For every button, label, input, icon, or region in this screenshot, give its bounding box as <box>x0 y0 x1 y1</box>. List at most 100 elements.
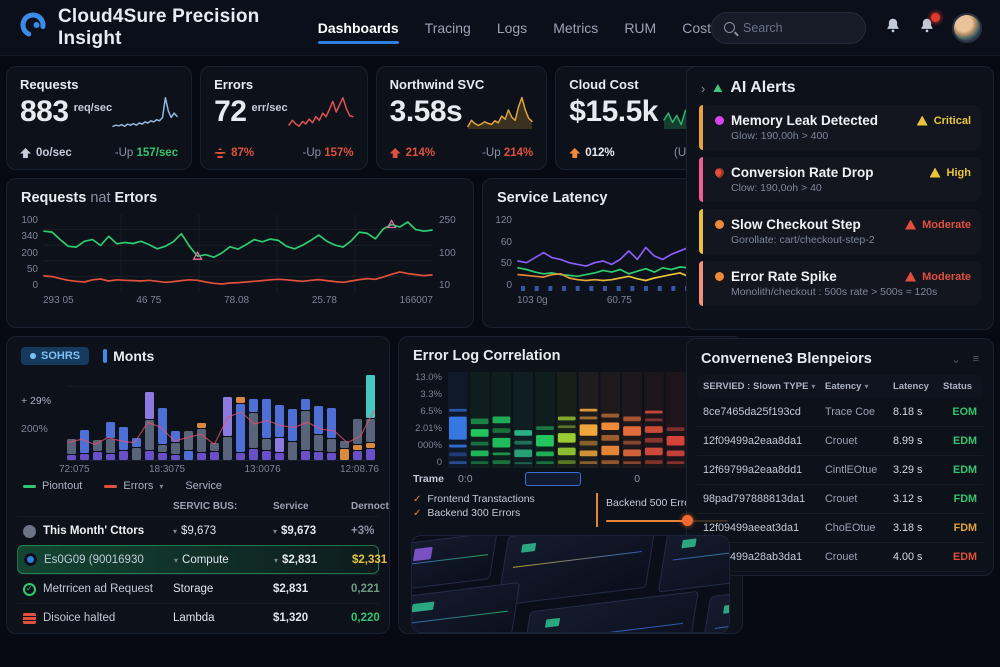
alert-subtitle: Gorollate: cart/checkout-step-2 <box>731 234 875 246</box>
column-header[interactable]: Dernoct <box>351 501 389 512</box>
trace-preview-image <box>411 535 730 633</box>
nav-item[interactable]: Metrics <box>553 19 599 36</box>
table-row[interactable]: This Month' Cttors ▾ $9,673 ▾ $9,673 +3% <box>17 516 379 545</box>
spark-northwind <box>467 96 533 129</box>
kpi-title: Cloud Cost <box>569 77 639 92</box>
kpi-up-value: 214% <box>503 147 534 159</box>
app-logo[interactable] <box>18 10 48 45</box>
alert-title: Memory Leak Detected <box>731 113 879 128</box>
legend-item[interactable]: Service ▾ <box>185 480 222 492</box>
stacked-bar <box>106 421 115 460</box>
chevron-down-icon: ▾ <box>159 481 164 491</box>
table-row[interactable]: 12f09499a2eaa8da1 Crouet 8.99 s EDM <box>697 427 983 456</box>
row-amount-cell: ▾$2,831 <box>273 583 309 595</box>
legend-item[interactable]: Errors ▾ <box>104 480 163 492</box>
logo-icon <box>20 12 46 38</box>
alert-dot-icon <box>715 220 724 229</box>
sohrs-filter-chip[interactable]: SOHRS <box>21 347 90 365</box>
row-delta-cell: +3% <box>351 525 375 537</box>
stacked-bar <box>184 430 193 460</box>
alert-item[interactable]: Conversion Rate Drop High Clow: 190,0oh … <box>699 157 981 202</box>
y-tick: 0 <box>32 280 38 291</box>
kpi-row: Requests 883 req/sec 0o/sec -Up 15 <box>6 66 743 170</box>
panel-title: Service Latency <box>497 190 608 206</box>
dashboard-main: Requests 883 req/sec 0o/sec -Up 15 <box>0 56 1000 644</box>
column-header[interactable]: Eatency ▾ <box>825 381 869 392</box>
table-row[interactable]: 8ce7465da25f193cd Trace Coe 8.18 s EOM <box>697 398 983 427</box>
warning-triangle-icon <box>916 115 928 126</box>
trace-type-cell: Crouet <box>825 493 858 505</box>
header-icons <box>884 12 982 43</box>
search-box[interactable] <box>711 11 866 44</box>
column-header[interactable]: SERVIED : Slown TYPE ▾ <box>703 381 816 392</box>
sort-caret-icon: ▾ <box>811 382 816 391</box>
check-icon: ✓ <box>413 507 422 519</box>
kpi-card: Requests 883 req/sec 0o/sec -Up 15 <box>6 66 193 170</box>
table-row[interactable]: Es0G09 (90016930 ▾ Compute ▾ $2,831 $2,331 <box>17 545 387 574</box>
traces-table-panel: Convernene3 Blenpeiors ⌄ ≡ SERVIED : Slo… <box>686 338 994 576</box>
latency-cell: 4.00 s <box>893 551 923 563</box>
nav-item[interactable]: RUM <box>624 19 657 36</box>
requests-errors-chart <box>43 214 433 292</box>
notification-badge <box>931 12 940 22</box>
table-row[interactable]: Metrricen ad Request ▾Storage ▾$2,831 0,… <box>17 574 380 603</box>
x-tick: 166007 <box>399 295 433 306</box>
timeframe-selector[interactable] <box>525 472 582 486</box>
latency-cell: 3.29 s <box>893 464 923 476</box>
kpi-title: Errors <box>214 77 254 92</box>
notifications-bell[interactable] <box>884 16 902 40</box>
table-row[interactable]: 98pad797888813da1 Crouet 3.12 s FDM <box>697 485 983 514</box>
x-tick: 18:3075 <box>148 464 186 475</box>
kpi-value: $15.5k <box>569 95 658 128</box>
row-label: Disoice halted <box>43 612 116 624</box>
collapse-icon[interactable]: ⌄ <box>951 353 961 366</box>
column-header[interactable]: Latency ▾ <box>893 381 929 392</box>
alert-item[interactable]: Slow Checkout Step Moderate Gorollate: c… <box>699 209 981 254</box>
kpi-up-prefix: -Up <box>114 147 134 159</box>
series-toggle[interactable]: ✓ Backend 300 Errors <box>413 507 535 519</box>
alert-subtitle: Monolith/checkout : 500s rate > 500s ≈ 1… <box>731 286 938 298</box>
stacked-bar <box>275 404 284 460</box>
search-input[interactable] <box>743 20 853 35</box>
kpi-unit: err/sec <box>251 102 288 114</box>
menu-icon[interactable]: ≡ <box>972 352 979 365</box>
latency-cell: 8.99 s <box>893 435 923 447</box>
alerts-bell[interactable] <box>918 12 940 40</box>
x-tick: 46 75 <box>136 295 162 306</box>
alert-item[interactable]: Error Rate Spike Moderate Monolith/check… <box>699 261 981 306</box>
nav-item[interactable]: Cost <box>682 19 711 36</box>
stacked-bar <box>314 405 323 460</box>
kpi-up-value: 157/sec <box>136 147 179 159</box>
y-tick: 10 <box>439 280 451 291</box>
slider-handle[interactable] <box>681 515 693 526</box>
alert-item[interactable]: Memory Leak Detected Critical Glow: 190,… <box>699 105 981 150</box>
panel-title: Monts <box>103 348 154 364</box>
stacked-bar <box>327 407 336 460</box>
y-label: 200% <box>21 423 48 435</box>
stacked-bar <box>171 430 180 460</box>
trace-id-cell: 12f69799a2eaa8dd1 <box>703 464 803 476</box>
legend-label: Errors <box>123 480 154 492</box>
monts-bar-chart <box>67 371 375 461</box>
chevron-down-icon: ▾ <box>273 527 278 536</box>
nav-item[interactable]: Tracing <box>424 19 471 36</box>
column-header[interactable]: Status ▾ <box>943 381 973 392</box>
user-avatar[interactable] <box>952 12 982 43</box>
trace-id-cell: 12f09499aeeat3da1 <box>703 522 800 534</box>
table-row[interactable]: 12f09499a28ab3da1 Crouet 4.00 s EDM <box>697 543 983 572</box>
table-header: SERVIED : Slown TYPE ▾ Eatency ▾ Latency… <box>697 375 983 398</box>
table-row[interactable]: 12f69799a2eaa8dd1 CintlEOtue 3.29 s EDM <box>697 456 983 485</box>
collapse-chevron-icon[interactable]: › <box>701 80 706 96</box>
table-row[interactable]: Disoice halted ▾Lambda ▾$1,320 0,220 <box>17 603 380 632</box>
column-header[interactable]: SERVIC BUS: <box>173 501 238 512</box>
kpi-sparkline <box>112 94 178 130</box>
nav-item[interactable]: Logs <box>496 19 528 36</box>
column-header[interactable]: Service <box>273 501 309 512</box>
threshold-slider[interactable] <box>606 515 728 527</box>
legend-item[interactable]: Piontout ▾ <box>23 480 82 492</box>
row-service-cell: ▾Lambda <box>173 612 215 624</box>
stacked-bar <box>132 437 141 460</box>
nav-item[interactable]: Dashboards <box>317 2 399 54</box>
series-toggle[interactable]: ✓ Frontend Transtactions <box>413 493 535 505</box>
table-row[interactable]: 12f09499aeeat3da1 ChoEOtue 3.18 s FDM <box>697 514 983 543</box>
